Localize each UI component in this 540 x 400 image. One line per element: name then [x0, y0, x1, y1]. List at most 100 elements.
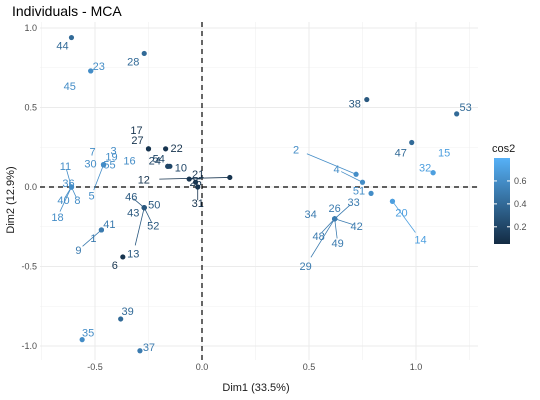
point-label-49: 49	[332, 238, 344, 250]
point-label-14: 14	[414, 234, 426, 246]
point-22	[163, 146, 169, 152]
point-label-3: 3	[110, 146, 116, 158]
point-54	[165, 163, 171, 169]
point-label-11: 11	[60, 161, 71, 173]
point-label-18: 18	[51, 212, 63, 224]
point-label-15: 15	[438, 148, 450, 160]
legend-tick-label: 0.2	[514, 222, 527, 232]
point-label-55: 55	[103, 160, 115, 172]
point-label-23: 23	[93, 61, 105, 73]
point-label-36: 36	[62, 178, 74, 190]
point-label-32: 32	[419, 163, 431, 175]
legend-ticks: 0.2 0.4 0.6	[494, 176, 527, 232]
leader-2	[306, 153, 357, 175]
point-41	[98, 227, 105, 233]
label-leader-lines	[59, 153, 416, 258]
point-label-51: 51	[353, 185, 365, 197]
leader-9	[82, 229, 102, 247]
point-labels: 1234567891011121314151617181920212223242…	[51, 41, 471, 354]
leader-52	[143, 207, 152, 223]
point-label-27: 27	[131, 135, 143, 147]
x-tick-label: -0.5	[87, 362, 103, 372]
point-label-41: 41	[103, 219, 115, 231]
point-label-25: 25	[189, 177, 201, 189]
point-6	[120, 254, 126, 260]
x-tick-label: 1.0	[410, 362, 423, 372]
point-label-46: 46	[125, 192, 137, 204]
plot-area: -0.5 0.0 0.5 1.0 -1.0-0.50.00.51.0 12345678…	[21, 22, 478, 372]
leader-13	[134, 207, 145, 246]
point-label-47: 47	[395, 147, 407, 159]
point-44	[68, 34, 75, 41]
point-27	[145, 146, 152, 152]
point-label-29: 29	[300, 261, 312, 273]
grid	[40, 22, 478, 360]
point-label-24: 24	[149, 155, 161, 167]
point-label-35: 35	[82, 328, 94, 340]
point-32	[430, 170, 436, 176]
point-label-4: 4	[333, 164, 339, 176]
point-label-26: 26	[329, 203, 341, 215]
point-37	[137, 348, 143, 354]
leader-29	[310, 218, 336, 258]
y-tick-label: 1.0	[24, 23, 37, 33]
x-axis-title: Dim1 (33.5%)	[222, 382, 289, 394]
leader-49	[334, 218, 338, 239]
point-label-43: 43	[127, 208, 139, 220]
leader-42	[334, 218, 353, 225]
leader-11	[66, 169, 72, 188]
point-label-13: 13	[127, 249, 139, 261]
point-35	[79, 337, 85, 343]
point-label-53: 53	[460, 102, 472, 114]
point-40	[68, 184, 75, 190]
leader-12	[159, 177, 230, 180]
point-47	[409, 139, 415, 146]
legend-title: cos2	[492, 143, 515, 155]
point-label-52: 52	[147, 221, 159, 233]
point-label-6: 6	[112, 260, 118, 272]
point-52	[141, 205, 147, 211]
legend-tick-label: 0.4	[514, 199, 527, 209]
point-label-22: 22	[170, 143, 182, 155]
point-55	[100, 162, 107, 168]
point-label-5: 5	[88, 191, 94, 203]
leader-4	[341, 171, 363, 183]
leader-14	[392, 201, 416, 233]
point-39	[118, 316, 124, 322]
leader-5	[93, 164, 104, 191]
point-label-42: 42	[351, 221, 363, 233]
point-label-54: 54	[153, 153, 165, 165]
point-label-37: 37	[143, 342, 155, 354]
point-4	[359, 179, 366, 185]
chart-title: Individuals - MCA	[12, 3, 122, 19]
point-53	[454, 111, 460, 117]
point-2	[353, 171, 359, 177]
point-label-30: 30	[84, 159, 96, 171]
point-label-44: 44	[56, 41, 68, 53]
point-label-19: 19	[105, 152, 117, 164]
reference-lines	[40, 22, 478, 360]
leader-18	[59, 186, 72, 212]
point-label-8: 8	[74, 195, 80, 207]
y-tick-label: -1.0	[21, 341, 37, 351]
point-label-33: 33	[348, 197, 360, 209]
y-tick-label: 0.0	[24, 182, 37, 192]
point-label-9: 9	[75, 245, 81, 257]
point-28	[141, 50, 147, 57]
point-20	[389, 198, 396, 204]
point-label-28: 28	[127, 56, 139, 68]
point-label-31: 31	[192, 198, 204, 210]
y-axis-title: Dim2 (12.9%)	[5, 166, 17, 233]
point-label-1: 1	[90, 233, 96, 245]
x-tick-label: 0.0	[196, 362, 209, 372]
point-31	[195, 184, 201, 190]
y-tick-label: -0.5	[21, 262, 37, 272]
point-label-16: 16	[123, 156, 135, 168]
point-38	[364, 96, 370, 103]
point-45	[88, 68, 94, 74]
leader-33	[334, 204, 351, 220]
point-label-50: 50	[148, 200, 160, 212]
point-label-39: 39	[122, 306, 134, 318]
color-legend: cos2 0.2 0.4 0.6	[492, 143, 527, 244]
